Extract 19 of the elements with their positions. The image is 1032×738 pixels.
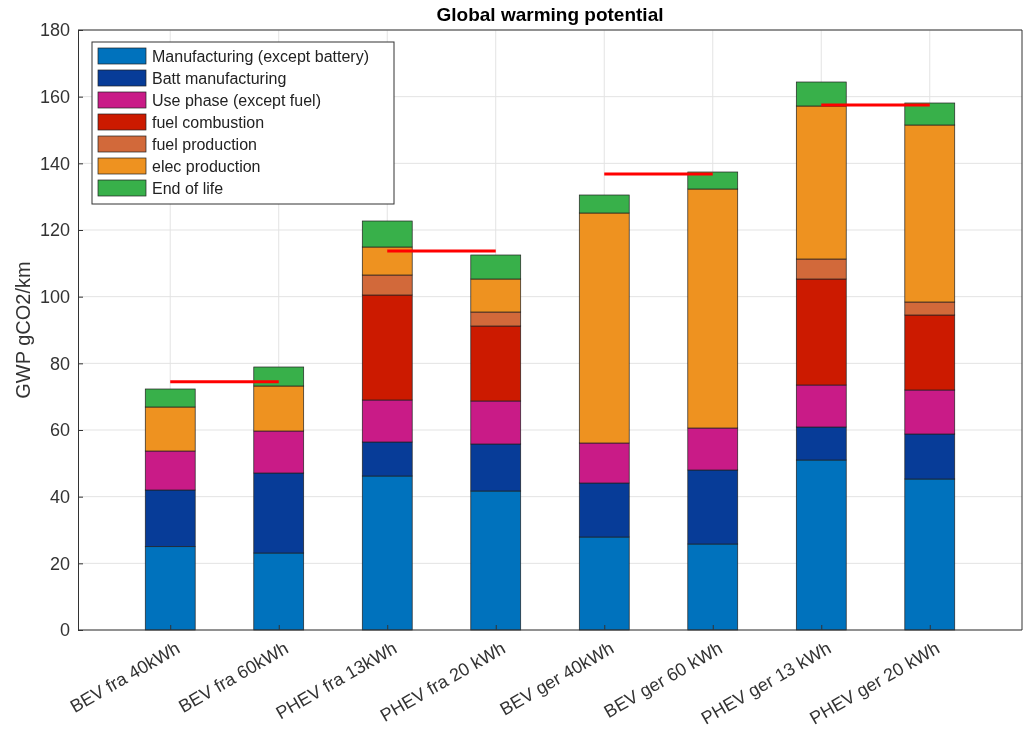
y-tick-label: 100 — [39, 286, 70, 307]
y-tick-label: 140 — [39, 153, 70, 174]
legend-label: Use phase (except fuel) — [152, 92, 321, 109]
legend-label: End of life — [152, 180, 224, 197]
legend-label: Batt manufacturing — [152, 70, 287, 87]
legend-label: elec production — [152, 158, 261, 175]
y-tick-label: 0 — [59, 620, 70, 641]
legend-label: fuel production — [152, 136, 257, 153]
chart-title: Global warming potential — [436, 4, 664, 25]
y-tick-label: 20 — [49, 553, 70, 574]
y-tick-label: 160 — [39, 86, 70, 107]
legend-label: Manufacturing (except battery) — [152, 48, 369, 65]
y-tick-label: 120 — [39, 220, 70, 241]
y-tick-label: 40 — [49, 486, 70, 507]
y-tick-label: 180 — [39, 20, 70, 41]
y-axis-title: GWP gCO2/km — [12, 261, 34, 399]
y-tick-label: 80 — [49, 353, 70, 374]
y-tick-label: 60 — [49, 420, 70, 441]
legend-label: fuel combustion — [152, 114, 265, 131]
